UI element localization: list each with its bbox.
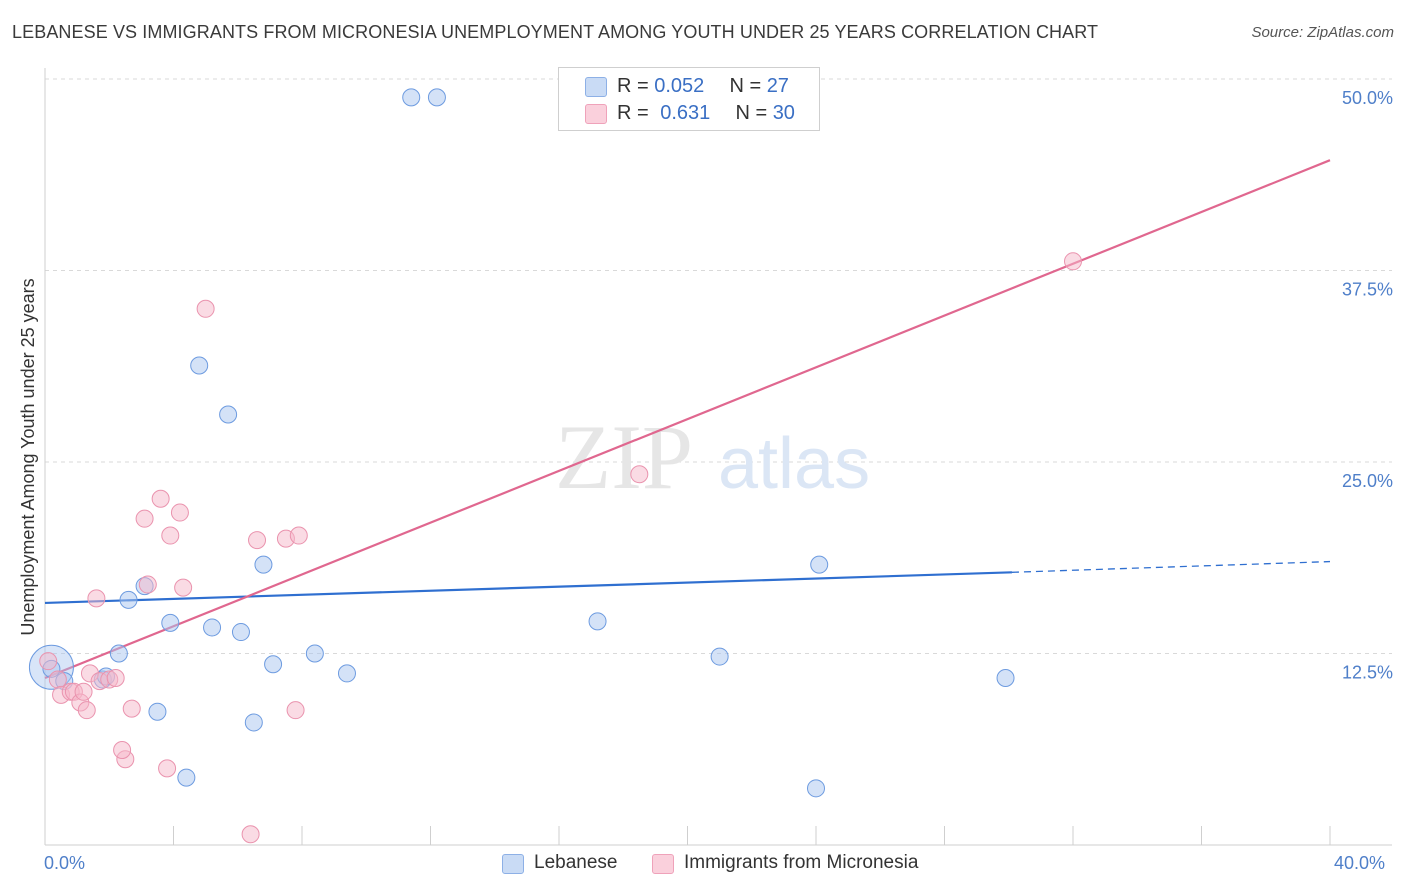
- data-point-lebanese: [810, 555, 829, 574]
- data-point-lebanese: [305, 644, 324, 663]
- data-point-lebanese: [427, 88, 446, 107]
- trend-line-extension: [1011, 560, 1331, 573]
- y-axis-label: Unemployment Among Youth under 25 years: [18, 278, 38, 635]
- legend-r-value: 0.052: [654, 75, 705, 97]
- legend-r-label: R =: [617, 102, 655, 124]
- trend-line-lebanese: [44, 571, 1012, 605]
- x-tick-label-max: 40.0%: [1334, 853, 1386, 873]
- data-point-lebanese: [190, 356, 209, 375]
- watermark-zip: ZIP: [555, 406, 693, 508]
- data-point-micronesia: [77, 701, 96, 720]
- data-point-lebanese: [244, 713, 263, 732]
- data-point-micronesia: [113, 741, 132, 760]
- data-point-lebanese: [337, 664, 356, 683]
- data-point-micronesia: [138, 575, 157, 594]
- trend-lines: [44, 159, 1331, 680]
- data-point-micronesia: [170, 503, 189, 522]
- data-point-lebanese: [254, 555, 273, 574]
- data-point-micronesia: [196, 299, 215, 318]
- legend-n-label: N =: [735, 102, 773, 124]
- data-point-micronesia: [1064, 252, 1082, 271]
- data-point-micronesia: [289, 526, 308, 545]
- x-tick-label-min: 0.0%: [44, 853, 86, 873]
- legend-swatch-micronesia: [585, 104, 607, 124]
- legend-n-label: N =: [729, 75, 767, 97]
- legend-row-micronesia: R = 0.631 N = 30: [617, 102, 795, 125]
- source-label: Source: ZipAtlas.com: [1251, 24, 1394, 41]
- legend-swatch-lebanese: [585, 77, 607, 97]
- legend-r-label: R =: [617, 75, 655, 97]
- data-point-lebanese: [402, 88, 421, 107]
- y-tick-label: 12.5%: [1342, 663, 1393, 683]
- data-point-micronesia: [630, 465, 649, 484]
- correlation-legend: R = 0.052 N = 27 R = 0.631 N = 30: [558, 67, 820, 131]
- trend-line-micronesia: [44, 159, 1331, 680]
- data-point-lebanese: [203, 618, 222, 637]
- data-point-lebanese: [161, 613, 180, 632]
- data-point-micronesia: [87, 589, 106, 608]
- data-point-lebanese: [177, 768, 196, 787]
- data-point-lebanese: [219, 405, 238, 424]
- data-point-micronesia: [248, 531, 267, 550]
- data-point-lebanese: [119, 590, 138, 609]
- data-point-micronesia: [106, 669, 125, 688]
- data-point-micronesia: [286, 701, 305, 720]
- y-tick-label: 25.0%: [1342, 471, 1393, 491]
- data-point-micronesia: [241, 825, 260, 844]
- data-point-micronesia: [161, 526, 180, 545]
- y-tick-label: 37.5%: [1342, 280, 1393, 300]
- data-point-micronesia: [122, 699, 141, 718]
- watermark-atlas: atlas: [718, 424, 870, 504]
- data-point-micronesia: [39, 652, 58, 671]
- axes: [44, 68, 1392, 846]
- legend-row-lebanese: R = 0.052 N = 27: [617, 75, 789, 98]
- watermark: ZIP atlas: [555, 406, 870, 508]
- data-point-lebanese: [996, 669, 1015, 688]
- data-point-lebanese: [148, 702, 167, 721]
- data-point-micronesia: [48, 670, 67, 689]
- y-tick-label: 50.0%: [1342, 88, 1393, 108]
- chart-title: LEBANESE VS IMMIGRANTS FROM MICRONESIA U…: [12, 22, 1099, 42]
- legend-n-value: 27: [766, 75, 789, 97]
- legend-n-value: 30: [772, 102, 795, 124]
- y-tick-labels: 12.5% 25.0% 37.5% 50.0%: [1342, 88, 1393, 683]
- data-point-lebanese: [588, 612, 607, 631]
- data-point-micronesia: [174, 578, 193, 597]
- data-point-micronesia: [135, 509, 154, 528]
- data-point-micronesia: [158, 759, 177, 778]
- data-point-lebanese: [710, 647, 729, 666]
- data-point-lebanese: [231, 623, 250, 642]
- bottom-legend-swatch-lebanese: [502, 854, 524, 874]
- bottom-legend-swatch-micronesia: [652, 854, 674, 874]
- data-point-micronesia: [74, 682, 93, 701]
- legend-r-value: 0.631: [660, 102, 711, 124]
- data-point-micronesia: [151, 489, 170, 508]
- data-point-lebanese: [109, 644, 128, 663]
- grid: [45, 78, 1392, 654]
- data-point-lebanese: [264, 655, 283, 674]
- data-point-lebanese: [807, 779, 825, 798]
- data-points: [28, 88, 1082, 844]
- bottom-legend-micronesia: Immigrants from Micronesia: [684, 852, 919, 873]
- bottom-legend-lebanese: Lebanese: [534, 852, 618, 873]
